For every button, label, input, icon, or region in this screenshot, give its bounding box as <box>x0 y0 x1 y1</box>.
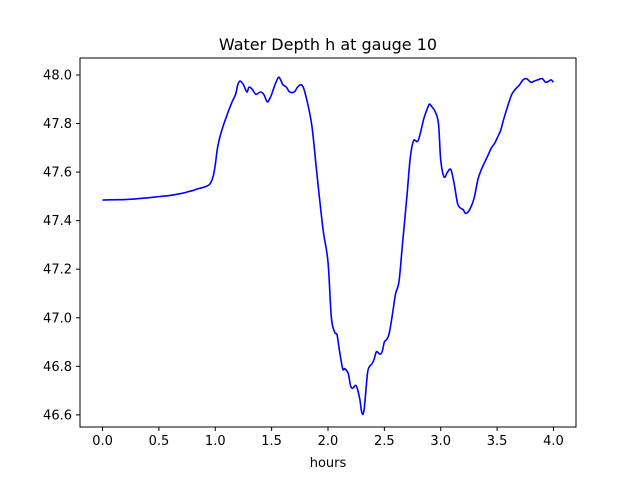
x-tick-label: 1.5 <box>261 434 282 449</box>
x-tick-label: 3.0 <box>430 434 451 449</box>
y-tick-label: 47.6 <box>43 166 72 181</box>
chart-title: Water Depth h at gauge 10 <box>219 35 437 54</box>
y-tick-label: 46.6 <box>43 408 72 423</box>
x-tick-label: 4.0 <box>543 434 564 449</box>
x-tick-label: 0.0 <box>92 434 113 449</box>
plot-series <box>102 76 555 416</box>
y-axis-ticks: 46.6 46.8 47.0 47.2 47.4 47.6 47.8 48.0 <box>43 68 80 423</box>
x-tick-label: 2.0 <box>318 434 339 449</box>
series-line <box>102 76 555 416</box>
x-tick-label: 1.0 <box>205 434 226 449</box>
x-axis-ticks: 0.0 0.5 1.0 1.5 2.0 2.5 3.0 3.5 4.0 <box>92 427 564 449</box>
x-tick-label: 2.5 <box>374 434 395 449</box>
y-tick-label: 47.8 <box>43 117 72 132</box>
y-tick-label: 48.0 <box>43 68 72 83</box>
x-tick-label: 3.5 <box>487 434 508 449</box>
x-tick-label: 0.5 <box>149 434 170 449</box>
y-tick-label: 46.8 <box>43 360 72 375</box>
y-tick-label: 47.0 <box>43 311 72 326</box>
y-tick-label: 47.4 <box>43 214 72 229</box>
y-tick-label: 47.2 <box>43 263 72 278</box>
x-axis-label: hours <box>310 456 347 471</box>
plot-frame <box>79 57 577 428</box>
